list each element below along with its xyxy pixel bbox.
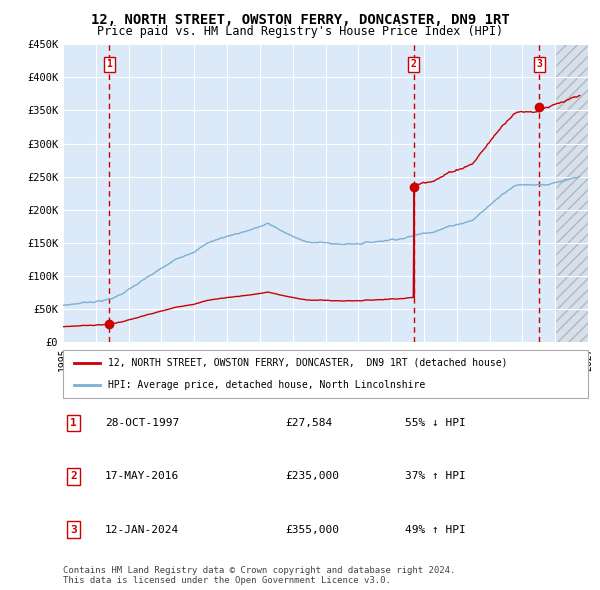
Text: 49% ↑ HPI: 49% ↑ HPI: [405, 525, 466, 535]
Text: 3: 3: [536, 59, 542, 69]
Text: 12, NORTH STREET, OWSTON FERRY, DONCASTER,  DN9 1RT (detached house): 12, NORTH STREET, OWSTON FERRY, DONCASTE…: [107, 358, 507, 368]
Bar: [555, 44, 600, 342]
Text: 1: 1: [106, 59, 112, 69]
Bar: [555, 44, 600, 342]
Text: Contains HM Land Registry data © Crown copyright and database right 2024.
This d: Contains HM Land Registry data © Crown c…: [63, 566, 455, 585]
Text: 12-JAN-2024: 12-JAN-2024: [105, 525, 179, 535]
Text: 3: 3: [70, 525, 77, 535]
Text: £355,000: £355,000: [285, 525, 339, 535]
Text: 12, NORTH STREET, OWSTON FERRY, DONCASTER, DN9 1RT: 12, NORTH STREET, OWSTON FERRY, DONCASTE…: [91, 13, 509, 27]
Text: 37% ↑ HPI: 37% ↑ HPI: [405, 471, 466, 481]
Text: 1: 1: [70, 418, 77, 428]
Text: HPI: Average price, detached house, North Lincolnshire: HPI: Average price, detached house, Nort…: [107, 380, 425, 390]
Text: 2: 2: [70, 471, 77, 481]
Text: 2: 2: [411, 59, 417, 69]
Text: Price paid vs. HM Land Registry's House Price Index (HPI): Price paid vs. HM Land Registry's House …: [97, 25, 503, 38]
Text: 28-OCT-1997: 28-OCT-1997: [105, 418, 179, 428]
Text: 55% ↓ HPI: 55% ↓ HPI: [405, 418, 466, 428]
Text: 17-MAY-2016: 17-MAY-2016: [105, 471, 179, 481]
Text: £235,000: £235,000: [285, 471, 339, 481]
Text: £27,584: £27,584: [285, 418, 332, 428]
